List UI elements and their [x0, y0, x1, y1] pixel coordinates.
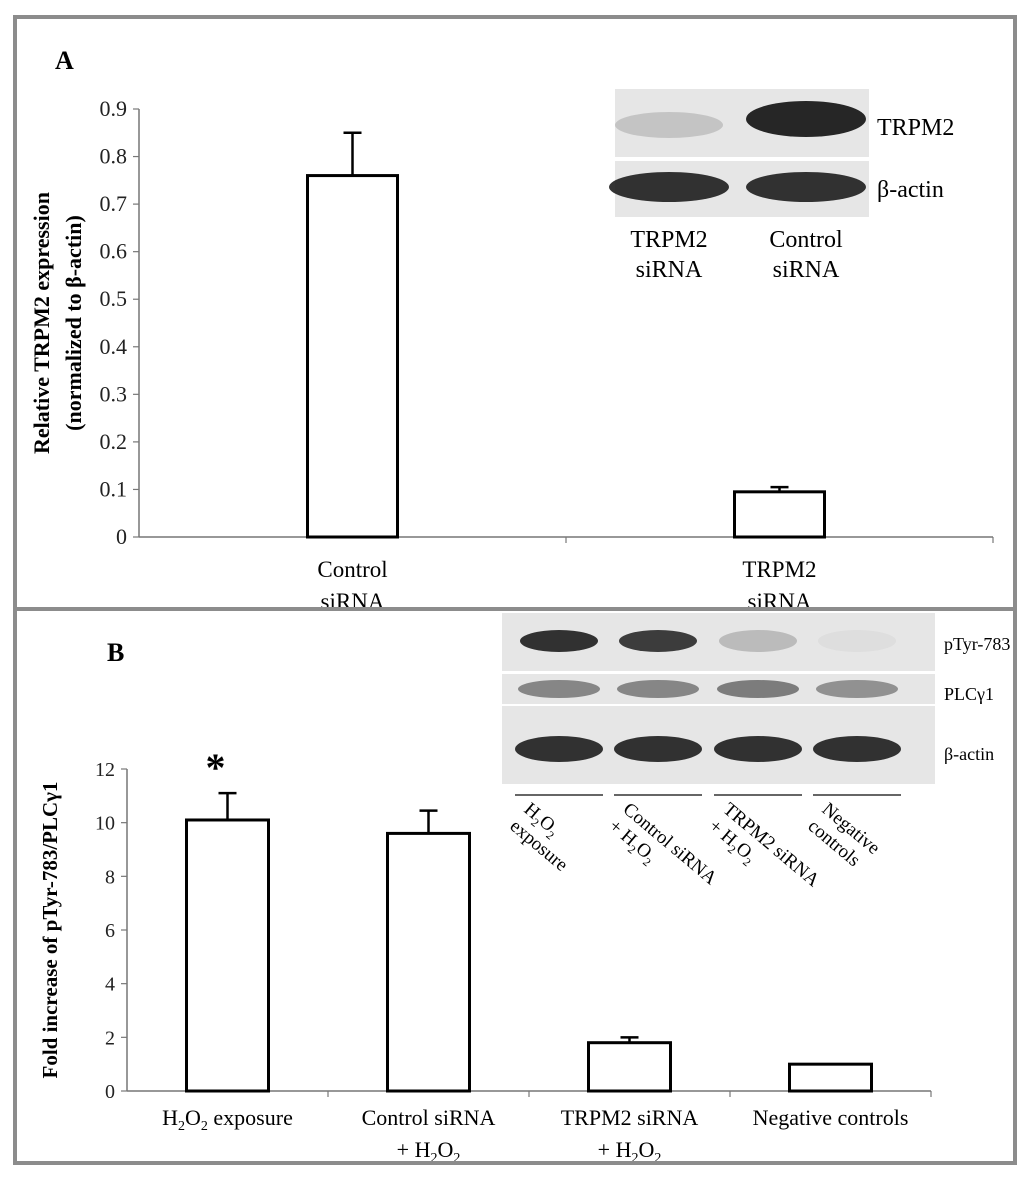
bar [733, 490, 826, 539]
blot-band [617, 680, 699, 698]
y-axis-label: Fold increase of pTyr-783/PLCγ1 [38, 782, 62, 1079]
y-axis-label: Relative TRPM2 expression [29, 192, 54, 454]
blot-band [818, 630, 896, 652]
blot-band-label: β-actin [944, 744, 994, 764]
category-label: H2​O2​ exposure [162, 1105, 293, 1134]
category-label: Negative controls [753, 1105, 909, 1130]
y-tick-label: 0 [116, 524, 127, 549]
y-tick-label: 2 [105, 1027, 115, 1049]
blot-band-label: TRPM2 [877, 115, 954, 141]
blot-band-label: pTyr-783 [944, 634, 1010, 654]
y-tick-label: 0.3 [100, 381, 128, 406]
blot-band-label: β-actin [877, 177, 944, 203]
category-label: + H2​O2​ [397, 1137, 461, 1161]
blot-lane-label: siRNA [636, 257, 703, 283]
blot-band [515, 736, 603, 762]
blot-band [614, 736, 702, 762]
blot-lane-label: H2​O2​exposure [506, 799, 572, 876]
bar [306, 174, 399, 539]
y-tick-label: 0.4 [100, 334, 128, 359]
category-label: TRPM2 siRNA [561, 1105, 699, 1130]
panel-label: B [107, 638, 124, 667]
y-axis-label: (normalized to β-actin) [61, 215, 86, 431]
blot-band [813, 736, 901, 762]
y-tick-label: 10 [95, 813, 115, 835]
y-tick-label: 8 [105, 866, 115, 888]
panel-label: A [55, 46, 74, 75]
significance-marker: * [206, 745, 226, 790]
y-tick-label: 0.5 [100, 286, 128, 311]
y-tick-label: 0.6 [100, 239, 128, 264]
blot-lane-label: Control [769, 227, 843, 253]
blot-lane-label: siRNA [773, 257, 840, 283]
blot-band [717, 680, 799, 698]
y-tick-label: 4 [105, 974, 115, 996]
blot-lane-label: TRPM2 siRNA+ H2​O2​ [705, 799, 824, 892]
y-tick-label: 6 [105, 920, 115, 942]
blot-band-label: PLCγ1 [944, 684, 994, 704]
category-label: siRNA [748, 589, 812, 607]
bar [788, 1062, 873, 1093]
y-tick-label: 0.7 [100, 191, 128, 216]
category-label: TRPM2 [742, 557, 816, 582]
blot-band [520, 630, 598, 652]
bar [185, 818, 270, 1093]
blot-band [615, 112, 723, 138]
blot-band [746, 101, 866, 137]
blot-band [714, 736, 802, 762]
blot-band [518, 680, 600, 698]
blot-band [609, 172, 729, 202]
blot-band [746, 172, 866, 202]
blot-band [719, 630, 797, 652]
blot-band [816, 680, 898, 698]
category-label: Control [317, 557, 387, 582]
category-label: Control siRNA [362, 1105, 496, 1130]
y-tick-label: 12 [95, 759, 115, 781]
western-blot-inset: TRPM2 β-actin TRPM2 siRNA Control siRNA [609, 89, 954, 283]
y-tick-label: 0 [105, 1081, 115, 1103]
y-tick-label: 0.8 [100, 144, 128, 169]
y-tick-label: 0.1 [100, 476, 128, 501]
category-label: + H2​O2​ [598, 1137, 662, 1161]
category-label: siRNA [321, 589, 385, 607]
blot-lane-label: TRPM2 [630, 227, 707, 253]
western-blot-inset: pTyr-783 PLCγ1 β-actin H2​O2​exposure Contro… [502, 613, 1010, 892]
panel-a: A 0 0.1 0.2 0.3 0.4 0.5 0.6 0.7 0.8 0.9 Control siR… [13, 15, 1017, 611]
y-tick-label: 0.9 [100, 96, 128, 121]
chart-a: A 0 0.1 0.2 0.3 0.4 0.5 0.6 0.7 0.8 0.9 Control siR… [29, 46, 994, 607]
bar [587, 1041, 672, 1093]
y-tick-label: 0.2 [100, 429, 128, 454]
bar [386, 831, 471, 1093]
blot-band [619, 630, 697, 652]
blot-lane-label: Control siRNA+ H2​O2​ [605, 799, 721, 890]
